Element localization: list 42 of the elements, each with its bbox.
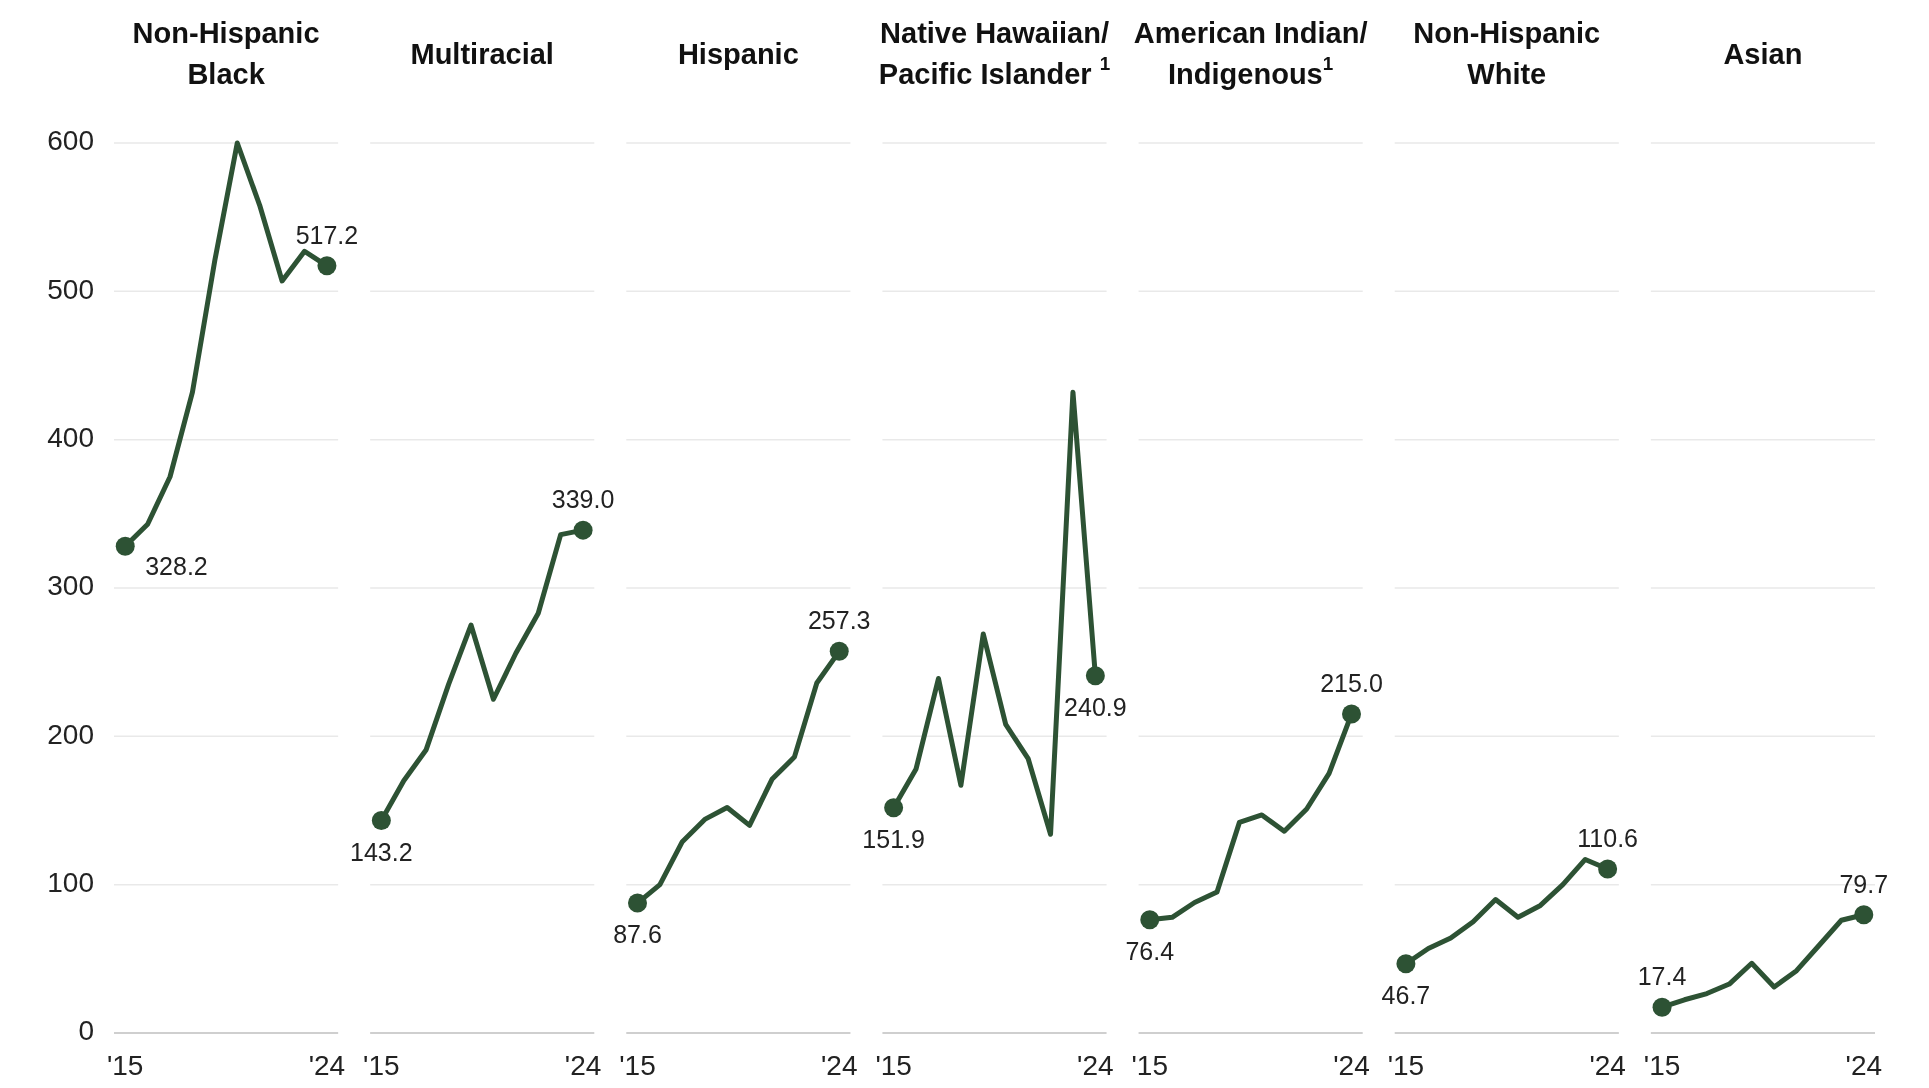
data-label: 517.2 bbox=[295, 220, 359, 249]
chart-title: Non-Hispanic Black bbox=[132, 16, 320, 90]
chart-title: Multiracial bbox=[410, 37, 554, 70]
x-tick-label: '24 bbox=[308, 1050, 346, 1081]
data-label: 257.3 bbox=[807, 606, 871, 635]
y-tick-label: 0 bbox=[78, 1015, 94, 1047]
x-tick-label: '15 bbox=[1387, 1050, 1425, 1081]
chart-title: Native Hawaiian/ Pacific Islander $^{1}$ bbox=[878, 16, 1111, 90]
data-label: 79.7 bbox=[1839, 869, 1889, 898]
data-label: 240.9 bbox=[1064, 692, 1127, 721]
data-label: 46.7 bbox=[1381, 980, 1431, 1009]
y-tick-label: 600 bbox=[47, 125, 94, 157]
x-tick-label: '15 bbox=[106, 1050, 144, 1081]
x-tick-label: '24 bbox=[564, 1050, 602, 1081]
y-tick-label: 400 bbox=[47, 422, 94, 454]
x-tick-label: '24 bbox=[820, 1050, 858, 1081]
data-label: 339.0 bbox=[551, 485, 615, 514]
data-label: 17.4 bbox=[1637, 962, 1687, 991]
x-tick-label: '24 bbox=[1589, 1050, 1626, 1081]
x-tick-label: '24 bbox=[1333, 1050, 1370, 1081]
data-label: 110.6 bbox=[1577, 823, 1639, 852]
y-tick-label: 500 bbox=[47, 273, 94, 305]
y-tick-label: 100 bbox=[47, 867, 94, 899]
data-label: 328.2 bbox=[145, 551, 208, 580]
chart-title: Hispanic bbox=[677, 37, 799, 70]
data-label: 143.2 bbox=[350, 837, 413, 866]
data-label: 76.4 bbox=[1125, 936, 1175, 965]
x-tick-label: '15 bbox=[619, 1050, 656, 1081]
x-tick-label: '15 bbox=[875, 1050, 912, 1081]
y-tick-label: 300 bbox=[47, 570, 94, 602]
chart-title: American Indian/ Indigenous$^{1}$ bbox=[1133, 16, 1368, 90]
x-tick-label: '15 bbox=[363, 1050, 400, 1081]
data-label: 151.9 bbox=[862, 824, 925, 853]
y-tick-label: 200 bbox=[47, 718, 94, 750]
data-label: 87.6 bbox=[613, 920, 662, 949]
x-tick-label: '15 bbox=[1643, 1050, 1681, 1081]
chart-title: Non-Hispanic White bbox=[1413, 16, 1601, 90]
x-tick-label: '15 bbox=[1131, 1050, 1169, 1081]
chart-title: Asian bbox=[1723, 37, 1803, 70]
x-tick-label: '24 bbox=[1845, 1050, 1883, 1081]
data-label: 215.0 bbox=[1320, 669, 1383, 698]
x-tick-label: '24 bbox=[1077, 1050, 1114, 1081]
